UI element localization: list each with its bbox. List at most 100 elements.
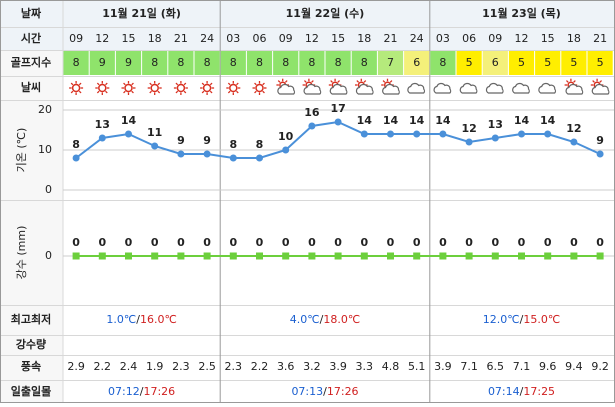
- time: 18: [148, 32, 162, 45]
- point: [72, 252, 80, 260]
- golf-cell: [430, 51, 456, 75]
- wind: 6.5: [487, 360, 505, 373]
- point: [570, 252, 578, 260]
- row-label: 시간: [21, 31, 41, 45]
- cloud: [485, 82, 504, 94]
- sun-ray: [175, 90, 179, 94]
- data-label: 0: [465, 236, 473, 249]
- point: [491, 252, 499, 260]
- point: [177, 150, 185, 158]
- point: [308, 122, 316, 130]
- golf-cell: [535, 51, 561, 75]
- row-label: 일출일몰: [11, 384, 51, 398]
- point: [72, 154, 80, 162]
- sun-ray: [277, 80, 281, 83]
- point: [282, 146, 290, 154]
- data-label: 0: [360, 236, 368, 249]
- date: 11월 23일 (목): [482, 6, 561, 20]
- data-label: 0: [125, 236, 133, 249]
- golf-value: 8: [361, 56, 368, 69]
- sun-ray: [201, 82, 205, 86]
- min-max: 4.0℃/18.0℃: [290, 313, 360, 326]
- point: [282, 252, 290, 260]
- date: 11월 21일 (화): [102, 6, 181, 20]
- data-label: 17: [330, 102, 345, 115]
- data-label: 0: [72, 236, 80, 249]
- data-label: 8: [256, 138, 264, 151]
- golf-cell: [508, 51, 535, 75]
- point: [544, 252, 552, 260]
- sun: [71, 83, 81, 93]
- time: 21: [174, 32, 188, 45]
- sun: [255, 83, 264, 93]
- sun-ray: [599, 80, 603, 83]
- point: [360, 130, 368, 138]
- point: [544, 130, 552, 138]
- point: [518, 252, 525, 260]
- sun-ray: [123, 82, 126, 86]
- data-label: 14: [540, 114, 556, 127]
- sun-ray: [175, 82, 179, 86]
- y-tick-label: 0: [45, 183, 52, 196]
- golf-cell: [246, 51, 273, 75]
- sun-ray: [96, 90, 100, 94]
- data-label: 0: [151, 236, 159, 249]
- golf-cell: [194, 51, 220, 75]
- min-max-sep: /: [520, 313, 524, 326]
- sun: [229, 83, 238, 93]
- golf-value: 9: [99, 56, 106, 69]
- point: [465, 252, 473, 260]
- sun-ray: [157, 82, 161, 86]
- golf-value: 8: [335, 56, 342, 69]
- wind: 9.6: [539, 360, 557, 373]
- wind: 3.9: [329, 360, 347, 373]
- time: 21: [593, 32, 607, 45]
- golf-cell: [299, 51, 325, 75]
- sun-ray: [131, 82, 134, 86]
- cloud: [459, 82, 478, 94]
- data-label: 14: [409, 114, 425, 127]
- data-label: 14: [357, 114, 373, 127]
- sun: [202, 83, 212, 93]
- sun-ray: [183, 90, 187, 94]
- time: 18: [567, 32, 581, 45]
- time: 12: [515, 32, 529, 45]
- y-tick-label: 0: [45, 249, 52, 262]
- point: [229, 252, 237, 260]
- sun-ray: [131, 90, 134, 94]
- golf-cell: [377, 51, 404, 75]
- point: [570, 138, 578, 146]
- sun-times: 07:14/17:25: [488, 385, 555, 398]
- row-label: 날씨: [21, 80, 41, 94]
- sun-sunrise: 07:13: [291, 385, 323, 398]
- wind: 3.3: [356, 360, 374, 373]
- wind: 2.9: [67, 360, 85, 373]
- data-label: 14: [514, 114, 530, 127]
- data-label: 16: [304, 106, 320, 119]
- golf-cell: [456, 51, 482, 75]
- golf-cell: [115, 51, 142, 75]
- sun: [98, 83, 107, 93]
- min-max-min: 12.0℃: [483, 313, 520, 326]
- time: 09: [488, 32, 502, 45]
- wind: 9.2: [591, 360, 609, 373]
- cloud: [382, 83, 400, 95]
- time: 24: [200, 32, 214, 45]
- sun-sep: /: [323, 385, 327, 398]
- time: 24: [410, 32, 424, 45]
- sun-ray: [573, 80, 576, 83]
- time: 12: [95, 32, 109, 45]
- golf-value: 5: [570, 56, 577, 69]
- sun-ray: [382, 80, 386, 83]
- golf-cell: [561, 51, 587, 75]
- point: [308, 252, 316, 260]
- sun-ray: [363, 80, 367, 83]
- golf-cell: [325, 51, 351, 75]
- sun-ray: [254, 90, 257, 94]
- data-label: 0: [256, 236, 264, 249]
- point: [203, 150, 211, 158]
- golf-value: 5: [597, 56, 604, 69]
- point: [334, 252, 342, 260]
- data-label: 8: [72, 138, 80, 151]
